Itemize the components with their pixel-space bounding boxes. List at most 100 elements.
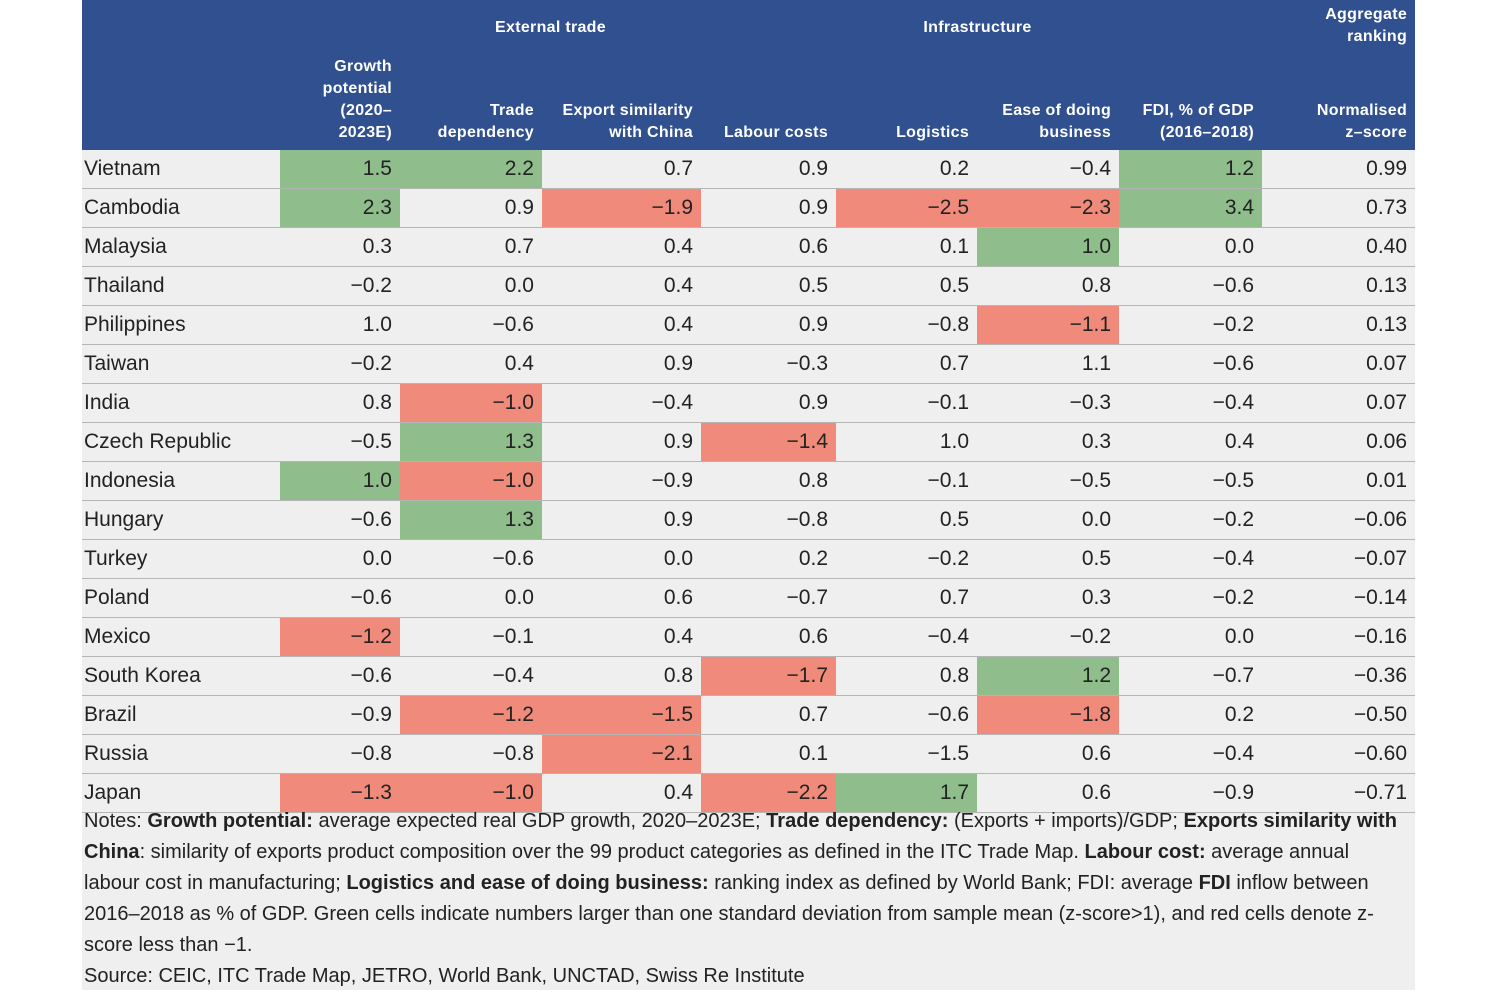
cell: −0.36 <box>1262 656 1416 696</box>
cell: −0.4 <box>1119 734 1263 774</box>
column-header: Growth potential (2020–2023E) <box>280 56 400 150</box>
row: Czech Republic −0.5 1.3 0.9 −1.4 1.0 0.3 0.4 0.0… <box>82 422 1416 462</box>
cell: −0.6 <box>400 539 542 579</box>
cell: −0.4 <box>400 656 542 696</box>
cell: −0.2 <box>280 266 400 306</box>
cell: 0.0 <box>1119 227 1263 267</box>
cell: −0.8 <box>280 734 400 774</box>
cell: −0.2 <box>280 344 400 384</box>
cell: 0.0 <box>542 539 702 579</box>
country: India <box>82 383 280 423</box>
cell: −0.14 <box>1262 578 1416 618</box>
cell: −0.6 <box>836 695 978 735</box>
cell: 0.8 <box>542 656 702 696</box>
cell: 1.5 <box>280 150 400 189</box>
cell: −2.5 <box>836 188 978 228</box>
cell: 0.7 <box>400 227 542 267</box>
cell: 0.9 <box>542 422 702 462</box>
cell: −0.3 <box>701 344 837 384</box>
cell: −0.7 <box>701 578 837 618</box>
row: India 0.8 −1.0 −0.4 0.9 −0.1 −0.3 −0.4 0.07 <box>82 383 1416 423</box>
cell: 0.4 <box>542 617 702 657</box>
cell: −0.1 <box>836 461 978 501</box>
cell: −0.4 <box>1119 383 1263 423</box>
header-cell <box>701 0 836 56</box>
column-header: Logistics <box>836 56 977 150</box>
cell: −0.60 <box>1262 734 1416 774</box>
header-cell <box>82 0 280 56</box>
cell: 0.6 <box>977 773 1120 813</box>
cell: 1.0 <box>977 227 1120 267</box>
cell: 1.0 <box>280 461 400 501</box>
column-header: Labour costs <box>701 56 836 150</box>
header-cell <box>280 0 400 56</box>
cell: 0.6 <box>977 734 1120 774</box>
column-header: Trade dependency <box>400 56 542 150</box>
cell: 0.9 <box>701 305 837 345</box>
cell: −0.8 <box>836 305 978 345</box>
header-line: FDI, % of GDP <box>1142 102 1255 119</box>
cell: −0.2 <box>1119 578 1263 618</box>
row: Hungary −0.6 1.3 0.9 −0.8 0.5 0.0 −0.2 −0.06 <box>82 500 1416 540</box>
country: Japan <box>82 773 280 813</box>
cell: 0.7 <box>836 578 978 618</box>
note-segment: ranking index as defined by World Bank; … <box>708 872 1199 894</box>
cell: −1.5 <box>836 734 978 774</box>
row: Thailand −0.2 0.0 0.4 0.5 0.5 0.8 −0.6 0.13 <box>82 266 1416 306</box>
cell: 0.9 <box>400 188 542 228</box>
row: Cambodia 2.3 0.9 −1.9 0.9 −2.5 −2.3 3.4 0.73 <box>82 188 1416 228</box>
cell: 0.0 <box>400 266 542 306</box>
header-line: z–score <box>1345 124 1408 141</box>
group-label: Aggregate ranking <box>1262 0 1415 56</box>
cell: 0.8 <box>836 656 978 696</box>
cell: −1.1 <box>977 305 1120 345</box>
cell: 0.5 <box>836 266 978 306</box>
cell: −2.1 <box>542 734 702 774</box>
cell: −0.7 <box>1119 656 1263 696</box>
cell: 0.2 <box>836 150 978 189</box>
country: Poland <box>82 578 280 618</box>
group-label: External trade <box>495 19 606 36</box>
cell: 0.07 <box>1262 344 1416 384</box>
cell: 1.3 <box>400 500 542 540</box>
header-line: Labour costs <box>723 124 829 141</box>
cell: 1.0 <box>836 422 978 462</box>
note-segment: Notes: <box>84 810 148 832</box>
country: Mexico <box>82 617 280 657</box>
cell: −0.2 <box>1119 500 1263 540</box>
country: Cambodia <box>82 188 280 228</box>
header-cell <box>82 56 280 150</box>
cell: −0.07 <box>1262 539 1416 579</box>
column-header: FDI, % of GDP (2016–2018) <box>1119 56 1262 150</box>
header-line: with China <box>609 124 694 141</box>
cell: 0.0 <box>977 500 1120 540</box>
cell: −0.1 <box>400 617 542 657</box>
cell: 0.9 <box>701 150 837 189</box>
table-header: External trade Infrastructure Aggregate ran… <box>82 0 1416 150</box>
cell: 0.1 <box>701 734 837 774</box>
cell: 1.3 <box>400 422 542 462</box>
cell: −1.5 <box>542 695 702 735</box>
header-line: Logistics <box>896 124 970 141</box>
note-segment: : similarity of exports product composit… <box>139 841 1085 863</box>
cell: 0.7 <box>836 344 978 384</box>
cell: −0.6 <box>1119 266 1263 306</box>
country: Russia <box>82 734 280 774</box>
note-segment: average annual labour cost in manufactur… <box>84 841 1350 894</box>
row: South Korea −0.6 −0.4 0.8 −1.7 0.8 1.2 −0.7 −0.3… <box>82 656 1416 696</box>
cell: −1.0 <box>400 383 542 423</box>
cell: −0.2 <box>1119 305 1263 345</box>
column-row: Growth potential (2020–2023E) Trade depende… <box>82 56 1415 150</box>
cell: −0.1 <box>836 383 978 423</box>
cell: −0.9 <box>542 461 702 501</box>
cell: 0.0 <box>400 578 542 618</box>
cell: −0.50 <box>1262 695 1416 735</box>
cell: 0.4 <box>542 227 702 267</box>
country: Czech Republic <box>82 422 280 462</box>
header-line: (2016–2018) <box>1159 124 1255 141</box>
country: Malaysia <box>82 227 280 267</box>
header-line: Trade <box>489 102 534 119</box>
cell: −0.8 <box>701 500 837 540</box>
cell: 0.06 <box>1262 422 1416 462</box>
cell: 0.9 <box>701 383 837 423</box>
